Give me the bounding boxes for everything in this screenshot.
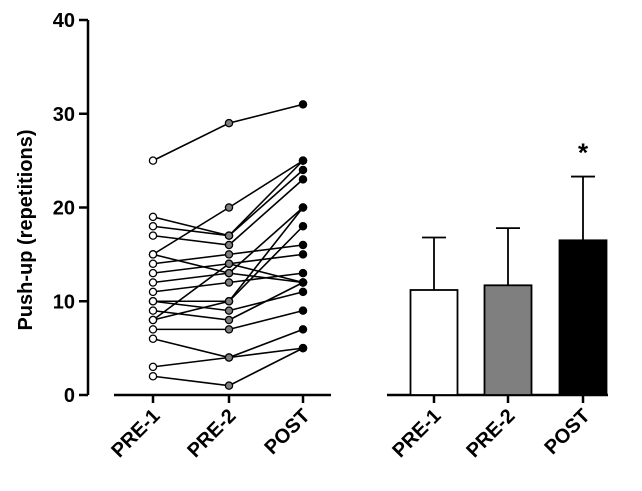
bar-pre-2 xyxy=(483,284,533,396)
x-category-label: POST xyxy=(540,405,594,459)
y-tick-label: 0 xyxy=(64,385,75,407)
series-line-2 xyxy=(152,160,304,237)
data-point xyxy=(224,259,234,268)
y-tick-label: 30 xyxy=(53,104,75,126)
data-point xyxy=(224,325,234,334)
data-point xyxy=(148,296,158,306)
data-point xyxy=(148,259,158,268)
data-point xyxy=(224,250,234,259)
y-tick-label: 20 xyxy=(53,198,75,220)
data-point xyxy=(298,175,308,184)
x-category-label: POST xyxy=(260,405,314,459)
data-point xyxy=(148,315,158,325)
data-point xyxy=(298,240,308,250)
data-point xyxy=(224,296,234,306)
data-point xyxy=(298,221,308,231)
data-point xyxy=(148,156,158,165)
bar-pre-1 xyxy=(409,289,459,396)
y-axis-title: Push-up (repetitions) xyxy=(15,129,37,330)
y-tick-label: 40 xyxy=(53,10,75,32)
data-point xyxy=(148,268,158,278)
data-point xyxy=(298,250,308,259)
data-point xyxy=(298,165,308,175)
data-point xyxy=(224,381,234,390)
data-point xyxy=(148,212,158,222)
data-point xyxy=(298,156,308,165)
data-point xyxy=(148,250,158,259)
series-line-3 xyxy=(152,169,304,237)
x-category-label: PRE-2 xyxy=(183,405,240,462)
data-point xyxy=(298,203,308,212)
x-category-label: PRE-1 xyxy=(388,405,445,462)
data-point xyxy=(298,287,308,297)
series-line-17 xyxy=(152,328,304,359)
data-point xyxy=(224,203,234,212)
data-point xyxy=(148,231,158,240)
data-point xyxy=(298,100,308,109)
x-category-label: PRE-2 xyxy=(462,405,519,462)
data-point xyxy=(148,287,158,297)
data-point xyxy=(224,118,234,128)
data-point xyxy=(224,353,234,362)
y-tick-label: 10 xyxy=(53,291,75,313)
data-point xyxy=(148,221,158,231)
data-point xyxy=(298,306,308,315)
data-point xyxy=(148,325,158,334)
data-point xyxy=(298,343,308,353)
bar-post xyxy=(558,239,608,396)
data-point xyxy=(224,278,234,287)
x-category-label: PRE-1 xyxy=(107,405,164,462)
data-point xyxy=(298,278,308,287)
data-point xyxy=(148,362,158,372)
data-point xyxy=(224,231,234,240)
significance-marker: * xyxy=(578,138,589,168)
data-point xyxy=(224,306,234,315)
individual-lines-panel: PRE-1 PRE-2 POST xyxy=(107,100,331,462)
data-point xyxy=(298,268,308,278)
data-point xyxy=(224,315,234,325)
series-line-1 xyxy=(152,103,304,162)
data-point xyxy=(148,334,158,343)
data-point xyxy=(148,306,158,315)
data-point xyxy=(148,278,158,287)
data-point xyxy=(224,240,234,250)
data-point xyxy=(148,371,158,381)
data-point xyxy=(298,325,308,334)
mean-bars-panel: PRE-1 PRE-2 POST * xyxy=(387,138,608,462)
data-point xyxy=(224,268,234,278)
y-axis: 0 10 20 30 40 xyxy=(53,10,90,407)
